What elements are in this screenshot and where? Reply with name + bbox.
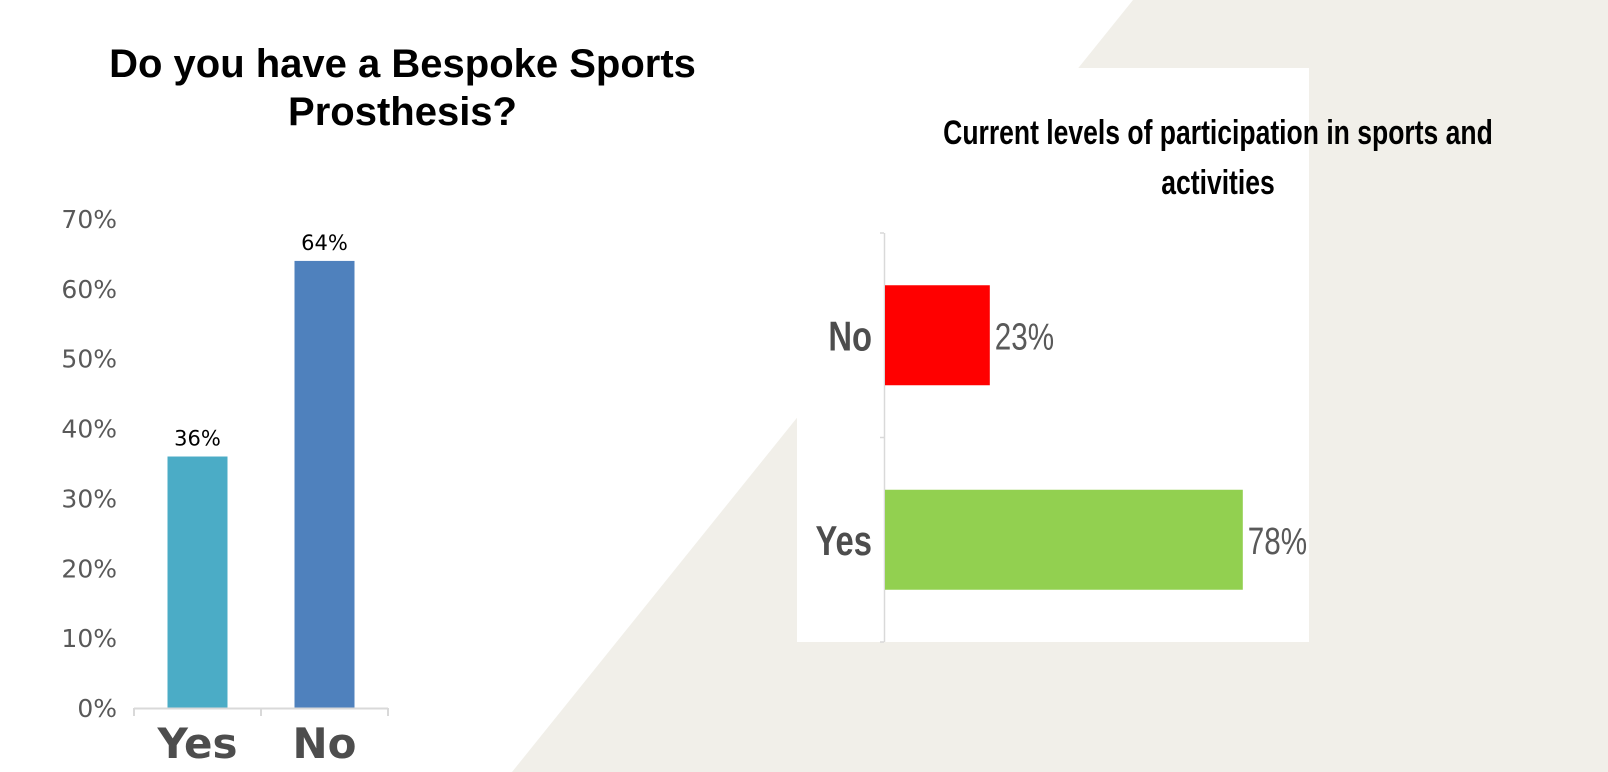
y-tick-label: 30% (61, 484, 117, 513)
right-chart-title: Current levels of participation in sport… (943, 114, 1493, 202)
y-tick-label: 60% (61, 275, 117, 304)
bar-no (294, 260, 355, 708)
bar-yes (885, 489, 1243, 590)
data-label: 64% (301, 231, 348, 255)
y-tick-label: 50% (61, 345, 117, 374)
category-label: No (292, 719, 356, 768)
data-label: 36% (174, 427, 221, 451)
y-tick-label: 70% (61, 205, 117, 234)
y-tick-label: 10% (61, 624, 117, 653)
category-label: No (828, 312, 872, 359)
data-label: 78% (1248, 520, 1307, 562)
category-label: Yes (816, 517, 872, 564)
y-tick-label: 20% (61, 554, 117, 583)
y-tick-label: 40% (61, 415, 117, 444)
bar-yes (167, 456, 228, 708)
data-label: 23% (995, 316, 1054, 358)
bar-no (885, 285, 990, 386)
y-tick-label: 0% (77, 694, 117, 723)
category-label: Yes (156, 719, 237, 768)
left-chart-title: Do you have a Bespoke Sports Prosthesis? (109, 42, 696, 134)
